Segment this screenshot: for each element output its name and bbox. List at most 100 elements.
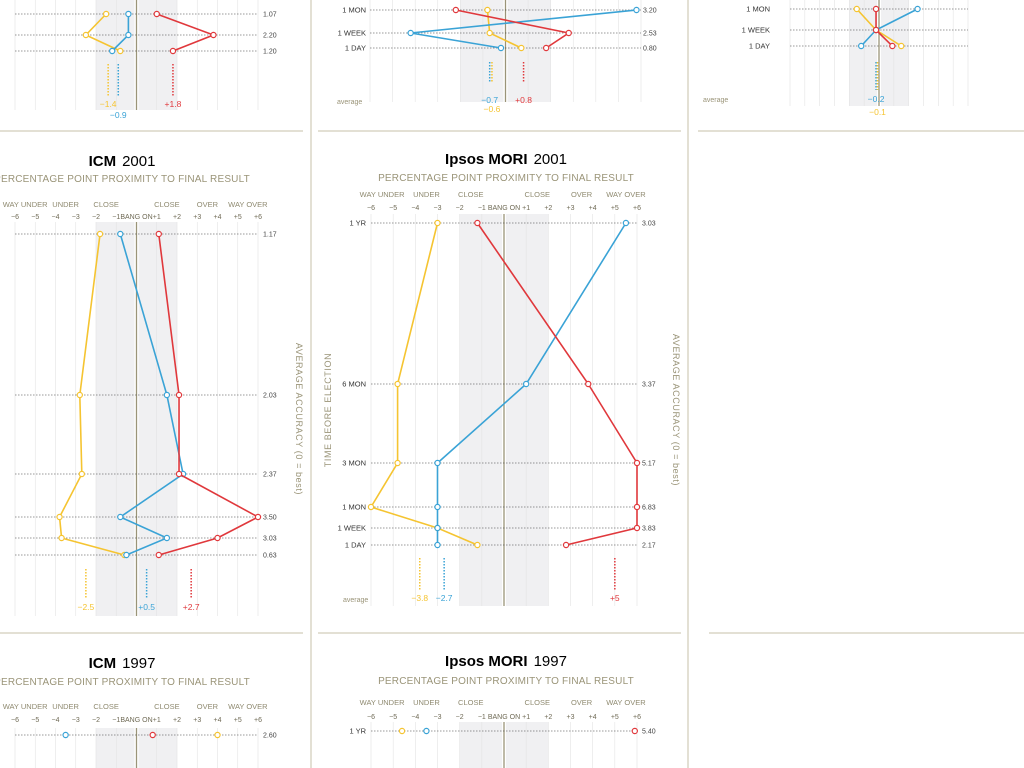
data-point-yellow: [102, 10, 110, 18]
data-point-blue: [858, 42, 865, 50]
data-point-yellow: [58, 534, 65, 542]
data-point-blue: [497, 44, 505, 52]
data-point-red: [452, 6, 460, 14]
accuracy-value: 3.03: [642, 221, 656, 228]
accuracy-axis-label: AVERAGE ACCURACY (0 = best): [294, 343, 304, 495]
average-value-yellow: −0.6: [484, 104, 501, 114]
data-point-yellow: [518, 44, 525, 52]
close-band: [459, 214, 502, 606]
average-value-yellow: −3.8: [411, 593, 428, 603]
data-point-yellow: [56, 513, 63, 521]
close-band: [506, 722, 549, 768]
tick-label: −6: [11, 214, 19, 221]
data-point-yellow: [434, 219, 441, 227]
tick-label: +5: [611, 714, 619, 721]
row-label: 1 MON: [342, 503, 366, 512]
accuracy-axis-label: AVERAGE ACCURACY (0 = best): [671, 334, 681, 486]
tick-label: BANG ON: [120, 214, 152, 221]
data-point-blue: [163, 534, 171, 542]
tick-label: +4: [214, 717, 222, 724]
tick-label: BANG ON: [120, 717, 152, 724]
row-label: 1 YR: [349, 727, 366, 736]
chart-panel: 1.07 2.20 1.20 −1.4−0.9 +1.8: [14, 0, 277, 120]
data-point-yellow: [76, 391, 84, 399]
tick-label: +6: [633, 205, 641, 212]
category-label: CLOSE: [154, 702, 179, 711]
close-band: [506, 214, 549, 606]
close-band: [96, 222, 135, 616]
category-label: UNDER: [52, 702, 79, 711]
tick-label: +5: [611, 205, 619, 212]
tick-label: −1: [478, 205, 486, 212]
tick-label: −1: [478, 714, 486, 721]
chart-title: Ipsos MORI 2001: [445, 151, 567, 168]
row-label: 1 DAY: [345, 44, 366, 53]
data-point-blue: [434, 459, 441, 467]
election-year: 2001: [122, 153, 155, 170]
accuracy-value: 1.07: [263, 12, 277, 19]
tick-label: BANG ON: [488, 714, 520, 721]
series-line-yellow: [58, 233, 125, 556]
data-point-blue: [522, 380, 530, 388]
tick-label: +4: [589, 205, 597, 212]
close-band: [507, 0, 551, 102]
data-point-yellow: [394, 380, 401, 388]
chart-subtitle: PERCENTAGE POINT PROXIMITY TO FINAL RESU…: [0, 677, 250, 688]
data-point-blue: [125, 10, 132, 18]
tick-label: −2: [92, 717, 100, 724]
tick-label: −2: [92, 214, 100, 221]
tick-label: −6: [11, 717, 19, 724]
chart-title: Ipsos MORI 1997: [445, 653, 567, 670]
accuracy-value: 6.83: [642, 505, 656, 512]
row-label: 1 WEEK: [338, 29, 366, 38]
accuracy-value: 1.20: [263, 49, 277, 56]
data-point-blue: [108, 47, 116, 55]
tick-label: −5: [389, 205, 397, 212]
tick-label: +1: [153, 214, 161, 221]
chart-panel: ICM 2001 PERCENTAGE POINT PROXIMITY TO FIN…: [0, 153, 304, 616]
accuracy-value: 0.80: [643, 46, 657, 53]
tick-label: −3: [72, 717, 80, 724]
tick-label: −2: [456, 205, 464, 212]
average-value-red: +0.8: [515, 95, 532, 105]
accuracy-value: 1.17: [263, 232, 277, 239]
tick-label: +4: [214, 214, 222, 221]
time-axis-label: TIME BEORE ELECTION: [323, 353, 333, 467]
tick-label: +2: [173, 717, 181, 724]
tick-label: +1: [522, 714, 530, 721]
tick-label: −3: [434, 205, 442, 212]
accuracy-value: 3.83: [642, 526, 656, 533]
average-value-blue: +0.5: [138, 602, 155, 612]
tick-label: +5: [234, 717, 242, 724]
data-point-yellow: [82, 31, 90, 39]
chart-title: ICM 1997: [89, 655, 156, 672]
data-point-yellow: [484, 6, 491, 14]
category-label: CLOSE: [525, 698, 550, 707]
tick-label: +1: [153, 717, 161, 724]
tick-label: +1: [522, 205, 530, 212]
close-band: [881, 0, 909, 106]
close-band: [138, 222, 177, 616]
category-label: CLOSE: [458, 698, 483, 707]
tick-label: −1: [112, 717, 120, 724]
data-point-blue: [62, 731, 69, 739]
tick-label: +2: [544, 714, 552, 721]
election-year: 1997: [534, 653, 567, 670]
tick-label: +6: [254, 717, 262, 724]
data-point-yellow: [486, 29, 493, 37]
tick-label: −4: [411, 714, 419, 721]
data-point-yellow: [117, 47, 124, 55]
tick-label: −4: [52, 214, 60, 221]
category-label: WAY UNDER: [360, 190, 405, 199]
tick-label: +6: [254, 214, 262, 221]
category-label: OVER: [197, 200, 219, 209]
data-point-red: [562, 541, 570, 549]
category-label: UNDER: [413, 190, 440, 199]
row-label: 1 DAY: [749, 42, 770, 51]
chart-panel: 1 MON 3.20 1 WEEK 2.53 1 DAY 0.80 −0.6−0.7 +0.8…: [337, 0, 657, 114]
data-point-red: [149, 731, 156, 739]
average-label: average: [703, 97, 728, 104]
row-label: 3 MON: [342, 459, 366, 468]
data-point-red: [155, 551, 162, 559]
row-label: 1 WEEK: [742, 26, 770, 35]
